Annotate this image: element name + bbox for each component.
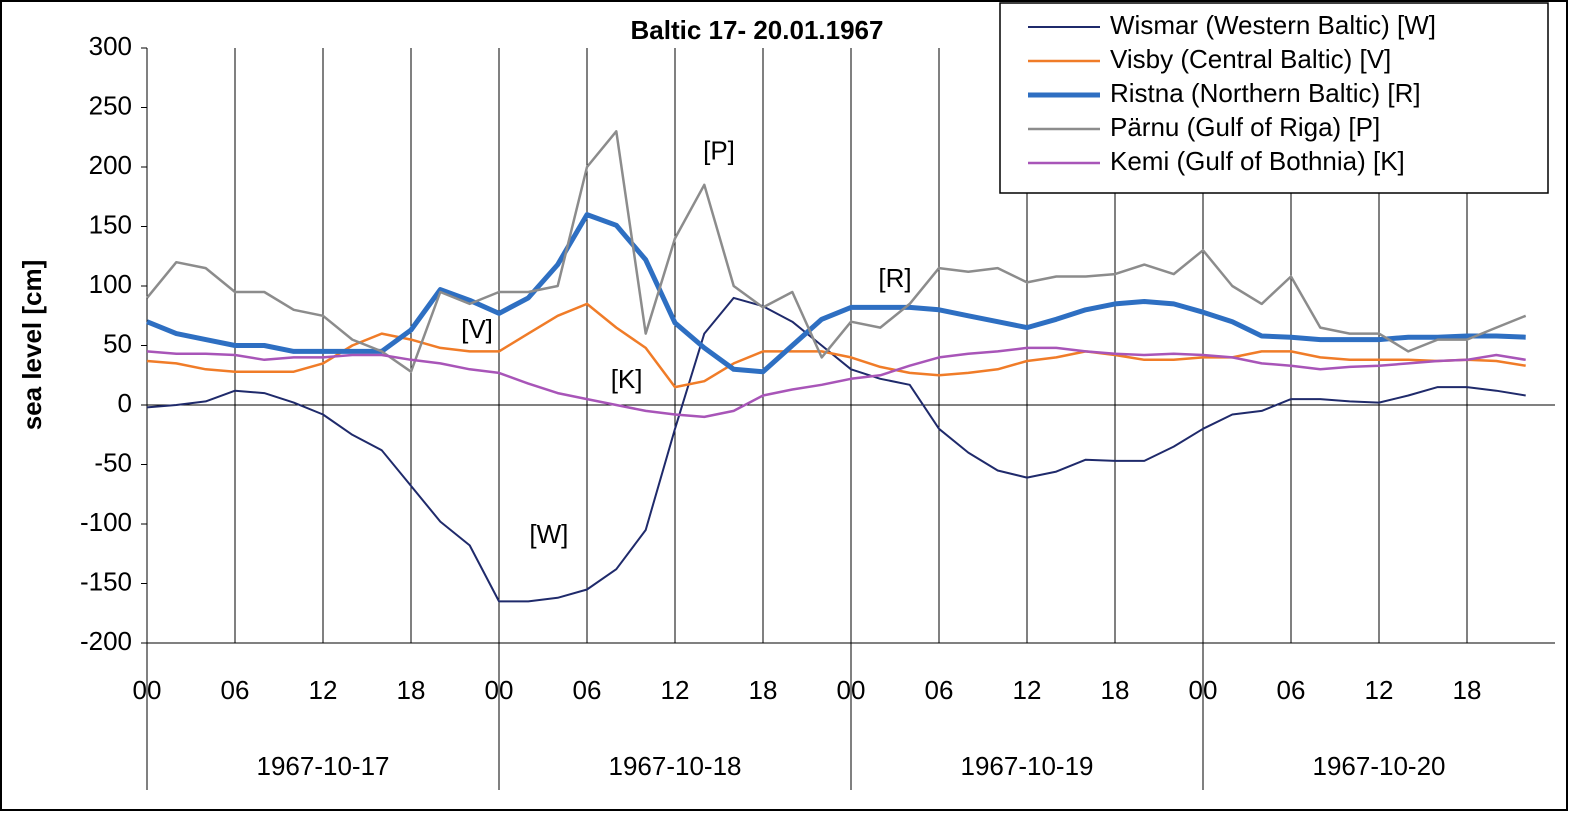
legend-label: Kemi (Gulf of Bothnia) [K]: [1110, 146, 1405, 176]
y-tick-label: 250: [89, 90, 132, 120]
x-tick-label: 12: [309, 675, 338, 705]
annotation: [R]: [878, 263, 911, 293]
x-tick-label: 12: [661, 675, 690, 705]
annotation: [K]: [611, 364, 643, 394]
x-tick-label: 06: [221, 675, 250, 705]
y-axis-label: sea level [cm]: [17, 260, 47, 431]
legend-box: [999, 2, 1549, 194]
x-tick-label: 06: [925, 675, 954, 705]
group-label: 1967-10-19: [961, 751, 1094, 781]
x-tick-label: 18: [1101, 675, 1130, 705]
x-tick-label: 18: [749, 675, 778, 705]
y-tick-label: 200: [89, 150, 132, 180]
group-label: 1967-10-17: [257, 751, 390, 781]
legend-label: Visby (Central Baltic) [V]: [1110, 44, 1391, 74]
x-tick-label: 18: [397, 675, 426, 705]
x-tick-label: 12: [1365, 675, 1394, 705]
y-tick-label: 150: [89, 209, 132, 239]
series-line: [146, 346, 1526, 419]
group-label: 1967-10-20: [1313, 751, 1446, 781]
series-line: [146, 296, 1526, 603]
series-line: [146, 212, 1526, 375]
y-tick-label: 50: [103, 328, 132, 358]
series-line: [146, 302, 1526, 389]
y-tick-label: -50: [94, 447, 132, 477]
y-tick-label: 300: [89, 31, 132, 61]
x-tick-label: 06: [1277, 675, 1306, 705]
y-tick-label: 0: [118, 388, 132, 418]
y-tick-label: -150: [80, 566, 132, 596]
x-tick-label: 06: [573, 675, 602, 705]
y-tick-label: 100: [89, 269, 132, 299]
legend-label: Ristna (Northern Baltic) [R]: [1110, 78, 1421, 108]
group-label: 1967-10-18: [609, 751, 742, 781]
series-line: [146, 130, 1527, 373]
y-tick-label: -100: [80, 507, 132, 537]
annotation: [W]: [529, 519, 568, 549]
annotation: [P]: [703, 136, 735, 166]
legend-label: Wismar (Western Baltic) [W]: [1110, 10, 1436, 40]
x-tick-label: 12: [1013, 675, 1042, 705]
legend-label: Pärnu (Gulf of Riga) [P]: [1110, 112, 1380, 142]
y-tick-label: -200: [80, 626, 132, 656]
x-tick-label: 18: [1453, 675, 1482, 705]
annotation: [V]: [461, 314, 493, 344]
chart-title: Baltic 17- 20.01.1967: [631, 15, 884, 45]
